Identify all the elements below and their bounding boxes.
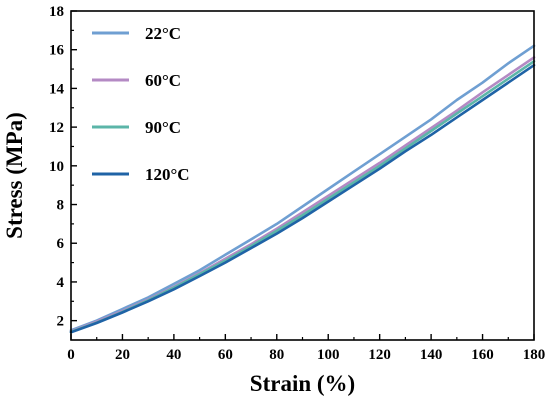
plot-frame bbox=[70, 10, 535, 341]
x-tick-label: 80 bbox=[269, 347, 284, 363]
x-tick-label: 140 bbox=[420, 347, 443, 363]
x-tick-label: 20 bbox=[115, 347, 130, 363]
legend-label-2: 60°C bbox=[145, 71, 181, 90]
y-tick-label: 8 bbox=[57, 198, 65, 214]
series-line-3 bbox=[69, 60, 536, 334]
x-tick-label: 60 bbox=[218, 347, 233, 363]
x-axis-title: Strain (%) bbox=[250, 371, 355, 396]
x-tick-label: 40 bbox=[166, 347, 181, 363]
y-tick-label: 14 bbox=[49, 81, 65, 97]
x-tick-label: 100 bbox=[317, 347, 340, 363]
x-tick-label: 0 bbox=[67, 347, 75, 363]
y-tick-label: 2 bbox=[57, 314, 65, 330]
x-tick-label: 180 bbox=[523, 347, 546, 363]
x-tick-label: 160 bbox=[471, 347, 494, 363]
series-line-4 bbox=[69, 63, 536, 334]
legend-label-4: 120°C bbox=[145, 165, 190, 184]
legend-label-3: 90°C bbox=[145, 118, 181, 137]
x-tick-label: 120 bbox=[368, 347, 391, 363]
series-line-1 bbox=[69, 44, 536, 332]
legend: 22°C 60°C 90°C 120°C bbox=[92, 24, 190, 184]
y-tick-label: 10 bbox=[49, 159, 64, 175]
axes-layer: 0 20 40 60 80 100 120 140 160 180 2 4 6 8 10 12 14 16 18 bbox=[49, 4, 545, 363]
legend-label-1: 22°C bbox=[145, 24, 181, 43]
series-line-2 bbox=[69, 56, 536, 333]
y-tick-label: 6 bbox=[57, 236, 65, 252]
y-tick-label: 16 bbox=[49, 43, 65, 59]
y-tick-label: 4 bbox=[57, 275, 65, 291]
y-tick-label: 18 bbox=[49, 4, 64, 20]
y-tick-label: 12 bbox=[49, 120, 64, 136]
y-axis-title: Stress (MPa) bbox=[2, 112, 27, 239]
series-layer bbox=[69, 44, 536, 334]
